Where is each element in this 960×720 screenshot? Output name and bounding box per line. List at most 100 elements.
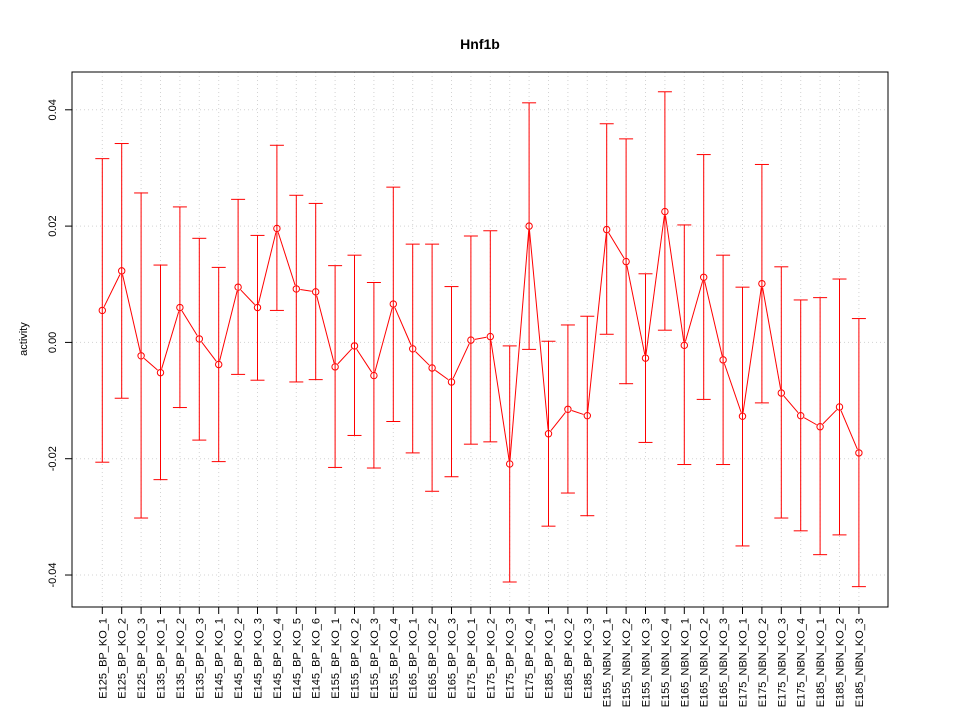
data-point bbox=[234, 283, 242, 291]
x-tick-label: E175_NBN_KO_4 bbox=[796, 618, 808, 707]
error-bar bbox=[541, 340, 556, 527]
data-point bbox=[738, 412, 747, 420]
series-segment bbox=[762, 287, 782, 390]
series-segment bbox=[528, 230, 549, 430]
data-point bbox=[409, 345, 417, 353]
y-tick-label: -0.02 bbox=[47, 446, 59, 471]
x-tick-label: E155_BP_KO_1 bbox=[330, 618, 342, 699]
series-segment bbox=[742, 287, 762, 413]
error-bar bbox=[638, 273, 653, 443]
series-segment bbox=[122, 274, 141, 352]
x-tick-label: E125_BP_KO_3 bbox=[136, 618, 148, 699]
grid bbox=[72, 72, 888, 607]
data-point bbox=[758, 279, 766, 288]
series-segment bbox=[277, 232, 296, 286]
series-segment bbox=[103, 274, 121, 308]
error-bar bbox=[716, 254, 731, 466]
x-tick-label: E155_NBN_KO_3 bbox=[641, 618, 653, 707]
x-tick-label: E125_BP_KO_1 bbox=[97, 618, 109, 699]
data-point bbox=[700, 273, 708, 281]
error-bar bbox=[211, 266, 226, 463]
series-segment bbox=[452, 343, 470, 379]
error-bar bbox=[328, 265, 343, 468]
x-tick-label: E145_BP_KO_2 bbox=[233, 618, 245, 699]
data-point bbox=[641, 354, 650, 362]
series-segment bbox=[356, 348, 373, 373]
error-bar bbox=[677, 224, 692, 466]
x-tick-label: E155_NBN_KO_1 bbox=[602, 618, 614, 707]
series-segment bbox=[645, 215, 665, 355]
data-point bbox=[447, 378, 456, 386]
error-bar bbox=[231, 198, 246, 375]
error-bar bbox=[619, 138, 634, 385]
error-bar bbox=[172, 206, 187, 409]
error-bar bbox=[774, 266, 789, 519]
data-points bbox=[98, 207, 863, 468]
series-segment bbox=[723, 363, 742, 413]
error-bar bbox=[425, 243, 440, 492]
error-bar bbox=[657, 91, 672, 331]
x-tick-label: E125_BP_KO_2 bbox=[117, 618, 129, 699]
data-point bbox=[253, 303, 262, 312]
data-point bbox=[603, 225, 611, 234]
data-point bbox=[98, 306, 107, 315]
x-tick-label: E135_BP_KO_1 bbox=[156, 618, 168, 699]
x-tick-label: E165_BP_KO_2 bbox=[427, 618, 439, 699]
x-axis: E125_BP_KO_1 E125_BP_KO_2 E125_BP_KO_3 E135… bbox=[97, 606, 866, 707]
data-point bbox=[215, 360, 223, 369]
error-bar bbox=[95, 158, 110, 463]
x-tick-label: E175_BP_KO_2 bbox=[485, 618, 497, 699]
series-segment bbox=[571, 410, 584, 415]
x-tick-label: E145_BP_KO_5 bbox=[291, 618, 303, 699]
error-bar bbox=[832, 278, 847, 536]
error-bar bbox=[696, 154, 711, 400]
data-point bbox=[350, 342, 359, 350]
data-point bbox=[137, 352, 145, 360]
error-bar bbox=[735, 286, 750, 547]
data-point bbox=[583, 411, 591, 420]
series-segment bbox=[664, 215, 685, 342]
series-segment bbox=[626, 265, 646, 355]
data-point bbox=[564, 405, 572, 413]
x-tick-label: E185_NBN_KO_1 bbox=[815, 618, 827, 707]
data-point bbox=[273, 224, 281, 233]
data-point bbox=[797, 411, 805, 420]
error-bar bbox=[134, 192, 149, 519]
data-point bbox=[428, 364, 436, 372]
y-axis: -0.04 -0.02 0.00 0.02 0.04 bbox=[47, 99, 73, 588]
x-tick-label: E165_BP_KO_3 bbox=[447, 618, 459, 699]
series-segment bbox=[509, 230, 530, 460]
series-segment bbox=[803, 417, 817, 426]
x-tick-label: E145_BP_KO_1 bbox=[214, 618, 226, 699]
data-point bbox=[312, 288, 320, 296]
y-tick-label: -0.04 bbox=[47, 562, 59, 587]
series-segment bbox=[257, 232, 277, 304]
series-segment bbox=[201, 341, 217, 362]
series-segment bbox=[219, 290, 238, 361]
x-tick-label: E185_NBN_KO_2 bbox=[835, 618, 847, 707]
y-tick-label: 0.02 bbox=[47, 215, 59, 236]
data-point bbox=[855, 449, 863, 457]
x-tick-label: E135_BP_KO_2 bbox=[175, 618, 187, 699]
x-tick-label: E175_BP_KO_4 bbox=[524, 618, 536, 699]
data-point bbox=[118, 267, 126, 275]
x-tick-label: E155_NBN_KO_4 bbox=[660, 618, 672, 707]
error-bar bbox=[463, 235, 478, 445]
x-tick-label: E155_BP_KO_4 bbox=[388, 618, 400, 699]
error-bar bbox=[851, 318, 866, 588]
x-tick-label: E175_NBN_KO_3 bbox=[776, 618, 788, 707]
x-tick-label: E165_NBN_KO_1 bbox=[679, 618, 691, 707]
series-segment bbox=[240, 289, 256, 305]
x-tick-label: E155_NBN_KO_2 bbox=[621, 618, 633, 707]
error-bar bbox=[269, 144, 284, 311]
x-tick-label: E185_BP_KO_1 bbox=[544, 618, 556, 699]
error-bar bbox=[308, 202, 323, 381]
data-point bbox=[719, 356, 727, 364]
series-segment bbox=[435, 369, 449, 381]
error-bar bbox=[405, 243, 420, 454]
x-tick-label: E145_BP_KO_3 bbox=[253, 618, 265, 699]
data-point bbox=[389, 300, 397, 308]
data-point bbox=[835, 403, 844, 411]
series-segment bbox=[394, 307, 412, 346]
